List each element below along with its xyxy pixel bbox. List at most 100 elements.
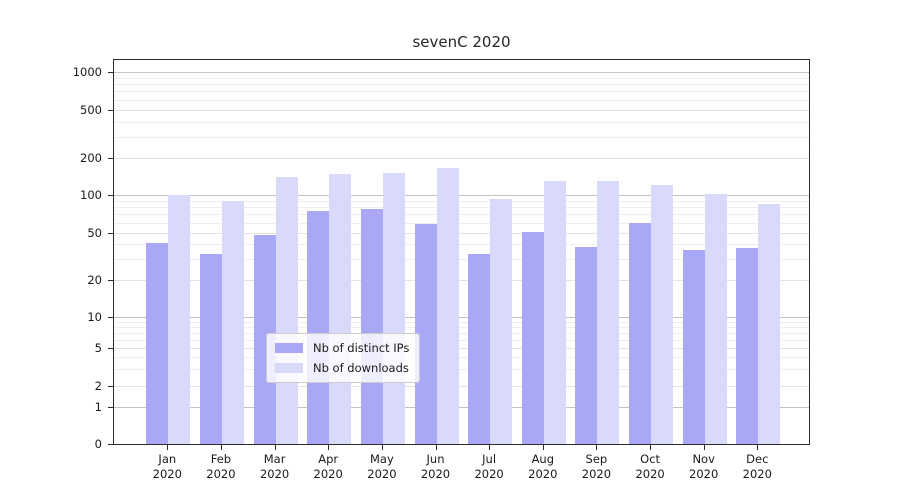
x-axis-tick (703, 445, 705, 450)
x-axis-tick-label: Nov 2020 (689, 452, 719, 481)
y-axis-tick (108, 195, 113, 196)
gridline-minor (114, 326, 809, 328)
bar-distinct-ips (736, 248, 759, 444)
gridline-minor (114, 214, 809, 216)
bar-downloads (329, 174, 352, 444)
y-axis-tick-label: 500 (80, 102, 102, 117)
bar-distinct-ips (199, 254, 222, 444)
bar-downloads (275, 177, 298, 444)
gridline-minor (114, 357, 809, 359)
y-axis-tick (108, 406, 113, 408)
legend-label-downloads: Nb of downloads (313, 361, 409, 375)
y-axis-tick (108, 280, 113, 281)
bar-downloads (543, 181, 566, 444)
legend-item-distinct-ips: Nb of distinct IPs (275, 341, 409, 355)
y-axis-tick-label: 5 (94, 341, 102, 356)
gridline-minor (114, 91, 809, 93)
gridline (114, 195, 809, 196)
x-axis-tick-label: Oct 2020 (635, 452, 665, 481)
x-axis-tick-label: Aug 2020 (528, 452, 558, 481)
gridline (114, 385, 809, 387)
gridline-minor (114, 207, 809, 209)
x-axis-tick (220, 445, 222, 450)
gridline-minor (114, 259, 809, 261)
x-axis-tick (328, 445, 330, 450)
legend-label-distinct-ips: Nb of distinct IPs (313, 341, 410, 355)
y-axis-tick (108, 109, 113, 111)
y-axis-tick (108, 316, 113, 318)
bar-distinct-ips (629, 222, 652, 444)
x-axis-tick (542, 445, 544, 450)
bar-distinct-ips (360, 208, 383, 444)
gridline (114, 316, 809, 318)
bar-distinct-ips (414, 223, 437, 444)
bar-downloads (597, 181, 620, 444)
x-axis-tick (274, 445, 276, 450)
bar-distinct-ips (575, 246, 598, 444)
x-axis-tick-label: Jul 2020 (474, 452, 504, 481)
bar-distinct-ips (307, 211, 330, 444)
gridline (114, 71, 809, 73)
legend-item-downloads: Nb of downloads (275, 361, 409, 375)
y-axis-tick-label: 0 (94, 437, 102, 451)
gridline (114, 406, 809, 408)
x-axis-tick-label: Sep 2020 (581, 452, 612, 481)
bar-distinct-ips (253, 234, 276, 444)
x-axis-tick-label: Dec 2020 (742, 452, 772, 481)
x-axis-tick (435, 445, 437, 450)
x-axis-tick (167, 445, 169, 450)
bar-downloads (704, 194, 727, 444)
gridline-minor (114, 244, 809, 246)
y-axis-tick-label: 1 (94, 399, 102, 414)
x-axis-tick-label: Jun 2020 (420, 452, 451, 481)
gridline-minor (114, 83, 809, 85)
gridline-minor (114, 136, 809, 138)
bar-downloads (168, 194, 191, 444)
x-axis-tick (650, 445, 652, 450)
chart-title: sevenC 2020 (412, 33, 511, 51)
bar-distinct-ips (682, 249, 705, 444)
gridline-minor (114, 200, 809, 202)
gridline-minor (114, 77, 809, 79)
x-axis-tick (381, 445, 383, 450)
gridline (114, 158, 809, 160)
bar-downloads (490, 198, 513, 444)
gridline (114, 348, 809, 350)
gridline-minor (114, 369, 809, 371)
y-axis-tick (108, 232, 113, 234)
y-axis-tick-label: 200 (80, 151, 102, 166)
gridline (114, 232, 809, 234)
bar-downloads (651, 185, 674, 444)
y-axis-tick (108, 158, 113, 160)
y-axis-tick-label: 50 (87, 225, 102, 240)
y-axis-tick-label: 1000 (72, 64, 102, 79)
bar-distinct-ips (468, 254, 491, 444)
x-axis-tick-label: Jan 2020 (152, 452, 182, 481)
legend-swatch-downloads-icon (275, 363, 303, 373)
x-axis-tick (757, 445, 759, 450)
gridline (114, 280, 809, 281)
bar-downloads (221, 200, 244, 444)
gridline-minor (114, 340, 809, 341)
x-axis-tick-label: Apr 2020 (313, 452, 343, 481)
x-axis-tick-label: Mar 2020 (259, 452, 290, 481)
gridline-minor (114, 99, 809, 101)
y-axis-tick-label: 10 (87, 309, 102, 324)
x-axis-tick (596, 445, 598, 450)
y-axis-tick (108, 385, 113, 387)
plot-area (113, 59, 810, 445)
y-axis-tick-label: 100 (80, 188, 102, 202)
gridline-minor (114, 333, 809, 334)
y-axis-tick-label: 20 (87, 273, 102, 287)
legend-swatch-distinct-ips-icon (275, 343, 303, 353)
gridline-minor (114, 321, 809, 323)
gridline (114, 109, 809, 111)
y-axis-tick (108, 71, 113, 73)
legend: Nb of distinct IPs Nb of downloads (266, 333, 421, 383)
x-axis-tick (489, 445, 491, 450)
gridline-minor (114, 121, 809, 123)
bar-distinct-ips (146, 242, 169, 444)
bar-downloads (382, 172, 405, 444)
y-axis-tick (108, 444, 113, 445)
